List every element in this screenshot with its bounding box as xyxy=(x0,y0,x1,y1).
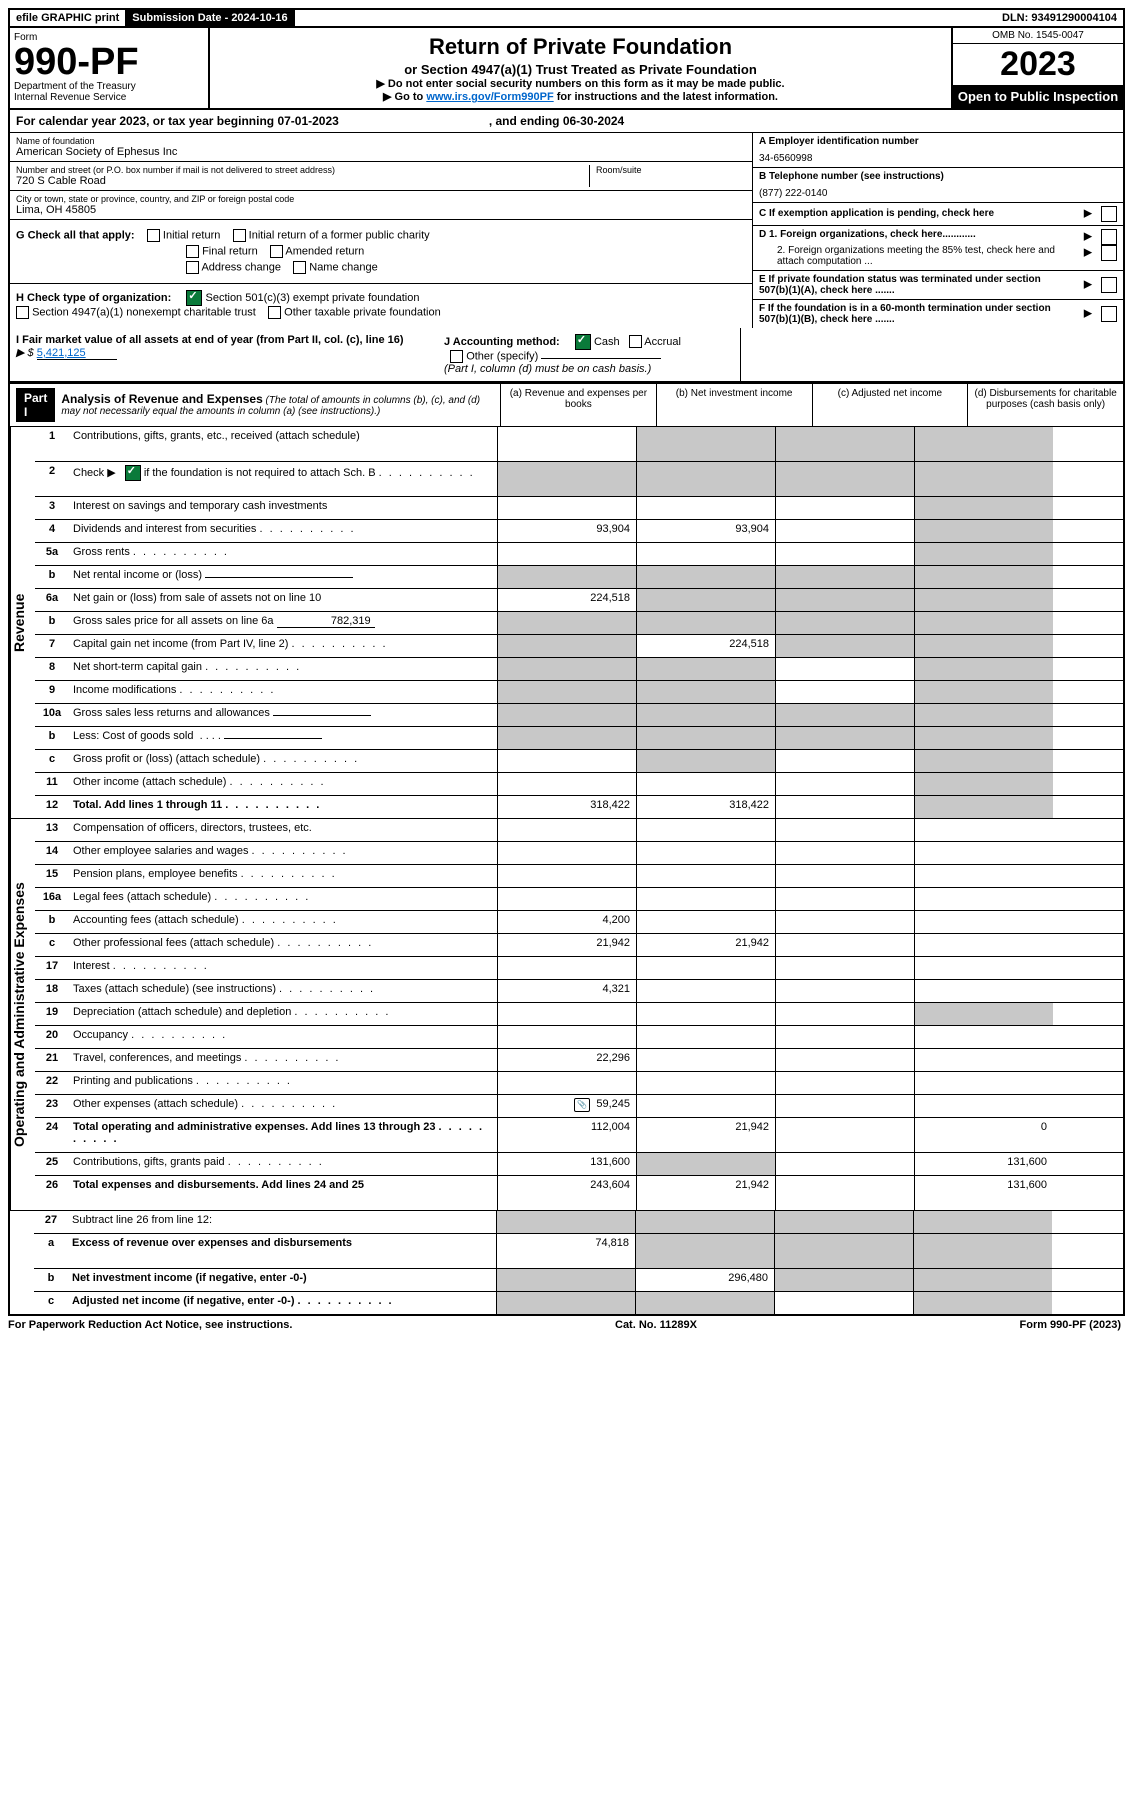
chk-final[interactable] xyxy=(186,245,199,258)
chk-c[interactable] xyxy=(1101,206,1117,222)
header-left: Form 990-PF Department of the Treasury I… xyxy=(10,28,210,108)
part1-header: Part I Analysis of Revenue and Expenses … xyxy=(10,382,1123,427)
chk-amended[interactable] xyxy=(270,245,283,258)
form-subtitle: or Section 4947(a)(1) Trust Treated as P… xyxy=(214,62,947,77)
fmv-link[interactable]: 5,421,125 xyxy=(37,347,117,360)
d-cell: D 1. Foreign organizations, check here..… xyxy=(753,226,1123,271)
chk-initial[interactable] xyxy=(147,229,160,242)
chk-initial-former[interactable] xyxy=(233,229,246,242)
cal-begin: For calendar year 2023, or tax year begi… xyxy=(16,114,339,128)
form-ref: Form 990-PF (2023) xyxy=(1020,1319,1121,1331)
f-cell-dup xyxy=(740,328,1123,381)
chk-d1[interactable] xyxy=(1101,229,1117,245)
chk-other-acct[interactable] xyxy=(450,350,463,363)
chk-other-tax[interactable] xyxy=(268,306,281,319)
h-checks: H Check type of organization: Section 50… xyxy=(10,284,752,325)
irs-label: Internal Revenue Service xyxy=(14,92,126,103)
g-checks: G Check all that apply: Initial return I… xyxy=(10,220,752,284)
note-ssn: ▶ Do not enter social security numbers o… xyxy=(214,77,947,90)
chk-cash[interactable] xyxy=(575,334,591,350)
ein-cell: A Employer identification number 34-6560… xyxy=(753,133,1123,168)
cat-no: Cat. No. 11289X xyxy=(615,1319,697,1331)
chk-e[interactable] xyxy=(1101,277,1117,293)
top-bar: efile GRAPHIC print Submission Date - 20… xyxy=(10,10,1123,28)
i-cell: I Fair market value of all assets at end… xyxy=(10,328,438,381)
chk-4947[interactable] xyxy=(16,306,29,319)
c-cell: C If exemption application is pending, c… xyxy=(753,203,1123,226)
foundation-name-cell: Name of foundation American Society of E… xyxy=(10,133,752,162)
form-number: 990-PF xyxy=(14,41,139,83)
tax-year: 2023 xyxy=(953,44,1123,85)
form-container: efile GRAPHIC print Submission Date - 20… xyxy=(8,8,1125,1316)
calendar-year-row: For calendar year 2023, or tax year begi… xyxy=(10,110,1123,133)
e-cell: E If private foundation status was termi… xyxy=(753,271,1123,300)
part1-badge: Part I xyxy=(16,388,55,422)
j-cell: J Accounting method: Cash Accrual Other … xyxy=(438,328,740,381)
city-cell: City or town, state or province, country… xyxy=(10,191,752,220)
revenue-section: Revenue 1Contributions, gifts, grants, e… xyxy=(10,427,1123,819)
expenses-sidelabel: Operating and Administrative Expenses xyxy=(10,819,35,1211)
header-mid: Return of Private Foundation or Section … xyxy=(210,28,951,108)
expenses-section: Operating and Administrative Expenses 13… xyxy=(10,819,1123,1211)
instructions-link[interactable]: www.irs.gov/Form990PF xyxy=(426,91,553,103)
entity-info: Name of foundation American Society of E… xyxy=(10,133,1123,328)
dept-label: Department of the Treasury xyxy=(14,81,136,92)
page-footer: For Paperwork Reduction Act Notice, see … xyxy=(8,1316,1121,1334)
col-b-head: (b) Net investment income xyxy=(656,384,812,426)
phone-cell: B Telephone number (see instructions) (8… xyxy=(753,168,1123,203)
chk-f[interactable] xyxy=(1101,306,1117,322)
chk-address[interactable] xyxy=(186,261,199,274)
ij-row: I Fair market value of all assets at end… xyxy=(10,328,1123,382)
form-title: Return of Private Foundation xyxy=(214,34,947,60)
omb-number: OMB No. 1545-0047 xyxy=(953,28,1123,44)
address-cell: Number and street (or P.O. box number if… xyxy=(10,162,752,191)
header-right: OMB No. 1545-0047 2023 Open to Public In… xyxy=(951,28,1123,108)
chk-d2[interactable] xyxy=(1101,245,1117,261)
revenue-sidelabel: Revenue xyxy=(10,427,35,819)
col-a-head: (a) Revenue and expenses per books xyxy=(500,384,656,426)
col-d-head: (d) Disbursements for charitable purpose… xyxy=(967,384,1123,426)
open-inspection: Open to Public Inspection xyxy=(953,85,1123,108)
note-link: ▶ Go to www.irs.gov/Form990PF for instru… xyxy=(214,90,947,103)
submission-date: Submission Date - 2024-10-16 xyxy=(126,10,294,26)
chk-accrual[interactable] xyxy=(629,335,642,348)
col-c-head: (c) Adjusted net income xyxy=(812,384,968,426)
net-section: 27Subtract line 26 from line 12: aExcess… xyxy=(34,1211,1123,1314)
efile-label: efile GRAPHIC print xyxy=(10,10,126,26)
chk-schb[interactable] xyxy=(125,465,141,481)
paperwork-notice: For Paperwork Reduction Act Notice, see … xyxy=(8,1319,292,1331)
cal-end: , and ending 06-30-2024 xyxy=(489,114,624,128)
chk-501c3[interactable] xyxy=(186,290,202,306)
attachment-icon[interactable]: 📎 xyxy=(574,1098,590,1112)
form-header: Form 990-PF Department of the Treasury I… xyxy=(10,28,1123,110)
dln: DLN: 93491290004104 xyxy=(996,10,1123,26)
f-cell: F If the foundation is in a 60-month ter… xyxy=(753,300,1123,328)
chk-name[interactable] xyxy=(293,261,306,274)
